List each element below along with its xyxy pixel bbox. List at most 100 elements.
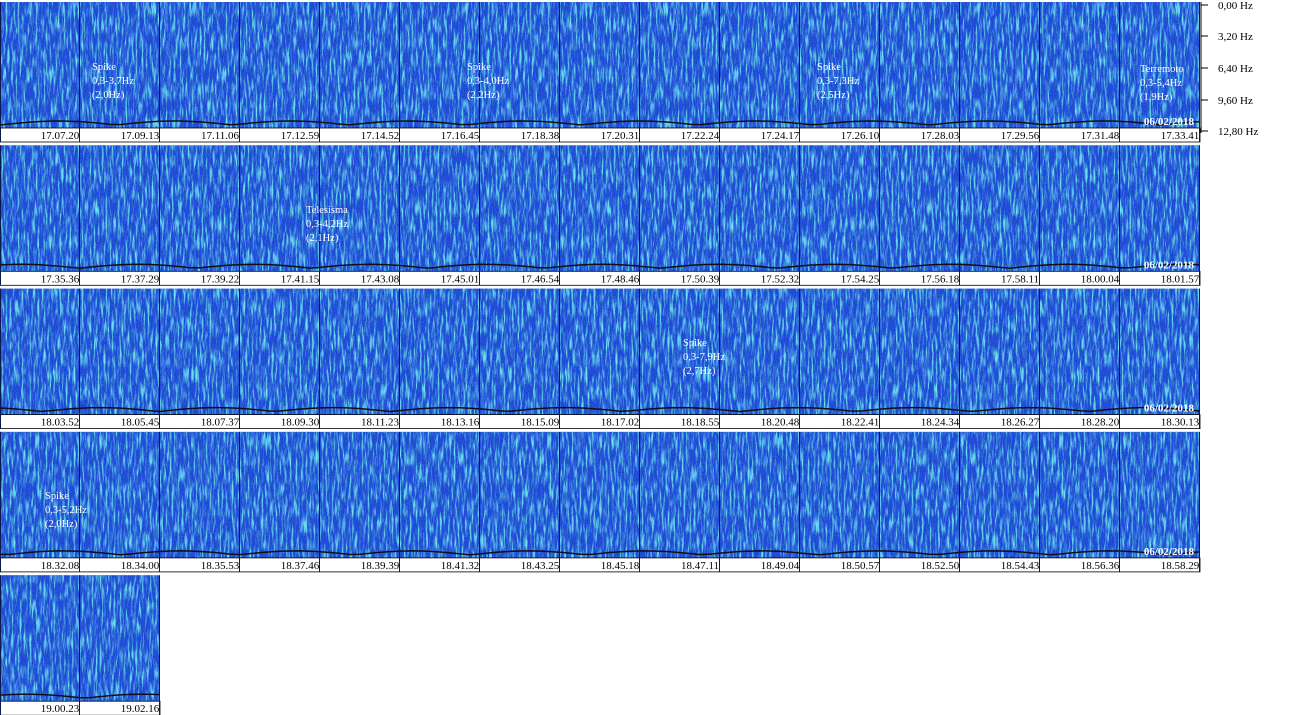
time-label: 17.31.48 bbox=[1081, 130, 1120, 142]
time-label: 17.46.54 bbox=[521, 273, 560, 285]
annotation: 0,3-4,0Hz bbox=[467, 76, 509, 87]
annotation: 0,3-5,4Hz bbox=[1140, 78, 1182, 89]
freq-label: 12,80 Hz bbox=[1218, 126, 1258, 138]
freq-label: 6,40 Hz bbox=[1218, 63, 1253, 75]
time-label: 18.41.32 bbox=[441, 560, 480, 572]
annotation: (1,9Hz) bbox=[1140, 92, 1173, 103]
date-label: 06/02/2018 bbox=[1144, 259, 1195, 271]
spectrogram-noise bbox=[0, 431, 1200, 558]
annotation: Terremoto bbox=[1140, 64, 1184, 75]
trace-line bbox=[0, 120, 1201, 126]
time-label: 18.15.09 bbox=[521, 417, 560, 429]
annotation: 0,3-7,3Hz bbox=[817, 76, 859, 87]
annotation: (2,0Hz) bbox=[45, 519, 78, 530]
time-label: 18.01.57 bbox=[1161, 273, 1200, 285]
trace-line bbox=[0, 550, 1201, 556]
time-label: 19.00.23 bbox=[41, 703, 80, 715]
annotation: (2,2Hz) bbox=[467, 90, 500, 101]
time-label: 17.26.10 bbox=[841, 130, 880, 142]
annotation: Spike bbox=[45, 491, 69, 502]
time-label: 18.50.57 bbox=[841, 560, 880, 572]
time-label: 18.32.08 bbox=[41, 560, 80, 572]
time-label: 17.37.29 bbox=[121, 273, 160, 285]
annotation: 0,3-7,9Hz bbox=[683, 352, 725, 363]
time-label: 17.52.32 bbox=[761, 273, 800, 285]
trace-line bbox=[0, 263, 1201, 270]
time-label: 17.48.46 bbox=[601, 273, 640, 285]
time-label: 17.29.56 bbox=[1001, 130, 1040, 142]
freq-label: 3,20 Hz bbox=[1218, 31, 1253, 43]
time-label: 18.43.25 bbox=[521, 560, 560, 572]
spectrogram-noise bbox=[0, 2, 1200, 128]
date-label: 06/02/2018 bbox=[1144, 403, 1195, 415]
time-label: 18.45.18 bbox=[601, 560, 640, 572]
annotation: Spike bbox=[467, 62, 491, 73]
annotation: Spike bbox=[817, 62, 841, 73]
time-label: 18.20.48 bbox=[761, 417, 800, 429]
time-label: 18.37.46 bbox=[281, 560, 320, 572]
time-label: 18.18.55 bbox=[681, 417, 720, 429]
time-label: 18.58.29 bbox=[1161, 560, 1200, 572]
time-label: 17.28.03 bbox=[921, 130, 960, 142]
time-label: 19.02.16 bbox=[121, 703, 160, 715]
time-label: 17.14.52 bbox=[361, 130, 400, 142]
time-label: 18.39.39 bbox=[361, 560, 400, 572]
time-label: 17.20.31 bbox=[601, 130, 640, 142]
time-label: 18.11.23 bbox=[361, 417, 400, 429]
spectrogram-noise bbox=[0, 288, 1200, 415]
annotation: (2,0Hz) bbox=[92, 90, 125, 101]
time-label: 17.11.06 bbox=[201, 130, 240, 142]
annotation: (2,7Hz) bbox=[683, 366, 716, 377]
time-label: 17.24.17 bbox=[761, 130, 800, 142]
time-label: 17.18.38 bbox=[521, 130, 560, 142]
time-label: 18.09.30 bbox=[281, 417, 320, 429]
time-label: 18.00.04 bbox=[1081, 273, 1120, 285]
time-label: 18.54.43 bbox=[1001, 560, 1040, 572]
time-label: 18.03.52 bbox=[41, 417, 80, 429]
time-label: 17.58.11 bbox=[1001, 273, 1039, 285]
time-label: 18.17.02 bbox=[601, 417, 640, 429]
time-label: 17.56.18 bbox=[921, 273, 960, 285]
time-label: 17.09.13 bbox=[121, 130, 160, 142]
annotation: Spike bbox=[683, 338, 707, 349]
time-label: 18.49.04 bbox=[761, 560, 800, 572]
annotation: 0,3-5,2Hz bbox=[45, 505, 87, 516]
annotation: (2,5Hz) bbox=[817, 90, 850, 101]
time-label: 17.54.25 bbox=[841, 273, 880, 285]
freq-label: 9,60 Hz bbox=[1218, 95, 1253, 107]
time-label: 18.47.11 bbox=[681, 560, 719, 572]
time-label: 18.52.50 bbox=[921, 560, 960, 572]
time-label: 18.56.36 bbox=[1081, 560, 1120, 572]
time-label: 18.05.45 bbox=[121, 417, 160, 429]
date-label: 06/02/2018 bbox=[1144, 546, 1195, 558]
time-label: 17.33.41 bbox=[1161, 130, 1200, 142]
time-label: 18.34.00 bbox=[121, 560, 160, 572]
time-label: 18.22.41 bbox=[841, 417, 880, 429]
annotation: 0,3-3,7Hz bbox=[92, 76, 134, 87]
annotation: 0,3-4,2Hz bbox=[306, 219, 348, 230]
annotation: Telesisma bbox=[306, 205, 348, 216]
time-label: 18.35.53 bbox=[201, 560, 240, 572]
time-label: 17.45.01 bbox=[441, 273, 480, 285]
time-label: 18.28.20 bbox=[1081, 417, 1120, 429]
time-label: 17.22.24 bbox=[681, 130, 720, 142]
time-label: 17.16.45 bbox=[441, 130, 480, 142]
annotation: (2,1Hz) bbox=[306, 233, 339, 244]
freq-label: 0,00 Hz bbox=[1218, 0, 1253, 12]
time-label: 17.50.39 bbox=[681, 273, 720, 285]
time-label: 17.35.36 bbox=[41, 273, 80, 285]
time-label: 17.41.15 bbox=[281, 273, 320, 285]
time-label: 18.30.13 bbox=[1161, 417, 1200, 429]
time-label: 17.39.22 bbox=[201, 273, 240, 285]
time-label: 18.13.16 bbox=[441, 417, 480, 429]
time-label: 17.43.08 bbox=[361, 273, 400, 285]
time-label: 18.26.27 bbox=[1001, 417, 1040, 429]
time-label: 17.12.59 bbox=[281, 130, 320, 142]
time-label: 18.07.37 bbox=[201, 417, 240, 429]
time-label: 18.24.34 bbox=[921, 417, 960, 429]
annotation: Spike bbox=[92, 62, 116, 73]
time-label: 17.07.20 bbox=[41, 130, 80, 142]
date-label: 06/02/2018 bbox=[1144, 116, 1195, 128]
trace-line bbox=[0, 406, 1201, 413]
